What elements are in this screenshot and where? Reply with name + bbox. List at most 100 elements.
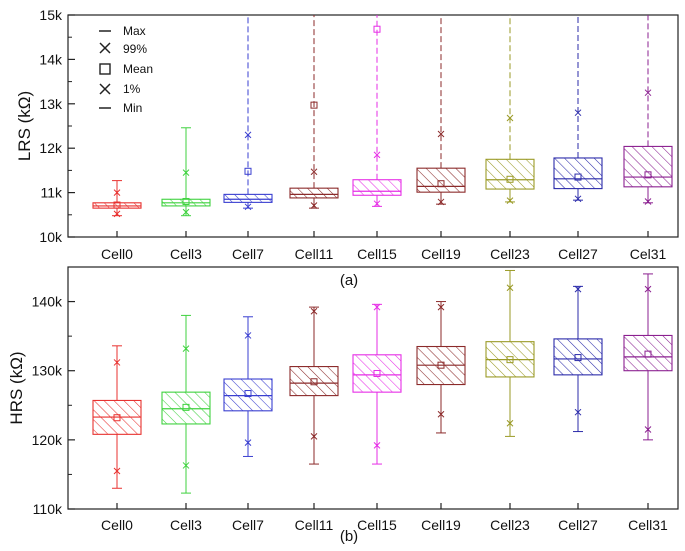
box-cell19 (416, 15, 466, 206)
mean-marker (506, 356, 514, 364)
y-tick-label: 140k (32, 294, 63, 310)
p99-marker (506, 114, 514, 122)
x-tick-label: Cell23 (490, 517, 530, 533)
x-tick-label: Cel31 (630, 246, 667, 262)
mean-marker (574, 173, 582, 181)
x-tick-label: Cell15 (357, 517, 397, 533)
p99-marker (113, 359, 121, 366)
box-body (485, 158, 535, 190)
box-body (623, 334, 673, 372)
y-tick-label: 110k (33, 501, 63, 517)
mean-marker (644, 350, 652, 358)
p1-marker (574, 408, 582, 416)
legend: Max 99% Mean 1% Min (99, 24, 153, 115)
box-cell31 (623, 273, 673, 441)
y-axis-title-b: HRS (kΩ) (7, 351, 26, 424)
marks-b (92, 269, 673, 494)
box-body (223, 378, 273, 412)
p99-marker (373, 151, 381, 159)
p1-marker (506, 197, 514, 204)
mean-marker (244, 167, 252, 175)
x-tick-label: Cell7 (232, 246, 264, 262)
mean-marker (644, 171, 652, 179)
p1-marker (373, 442, 381, 449)
x-tick-label: Cell27 (558, 246, 598, 262)
y-tick-label: 120k (32, 432, 63, 448)
marks-a (92, 15, 673, 218)
box-cell23 (485, 269, 535, 437)
box-body (352, 354, 402, 393)
p1-marker (644, 198, 652, 205)
mean-marker (244, 390, 252, 398)
mean-marker (182, 403, 190, 411)
panel-label-b: (b) (340, 528, 358, 545)
x-tick-label: Cell0 (101, 246, 133, 262)
x-tick-label: Cell0 (101, 517, 133, 533)
box-cell3 (161, 314, 211, 494)
box-cell27 (553, 285, 603, 433)
box-cel31 (623, 15, 673, 205)
mean-marker (310, 101, 318, 109)
y-tick-label: 11k (40, 185, 63, 201)
box-body (553, 157, 603, 190)
x-tick-label: Cell11 (295, 246, 334, 262)
p99-marker (437, 130, 445, 138)
x-ticks-b: Cell0 Cell3 Cell7 Cell11 Cell15 Cell19 Cell23 C… (101, 503, 668, 533)
p1-marker (113, 467, 121, 475)
x-tick-label: Cell19 (421, 517, 461, 533)
mean-marker (574, 354, 582, 362)
x-tick-label: Cell3 (170, 246, 202, 262)
p99-marker (182, 169, 190, 176)
legend-p1-label: 1% (123, 82, 141, 96)
p99-marker (113, 189, 121, 196)
box-body (223, 193, 273, 203)
p99-marker (644, 285, 652, 293)
box-cell15 (352, 15, 402, 208)
y-tick-label: 10k (39, 229, 63, 245)
box-cell7 (223, 15, 273, 211)
p99-marker (574, 109, 582, 117)
mean-marker (113, 201, 121, 209)
mean-marker (373, 25, 381, 33)
mean-marker (506, 175, 514, 183)
box-body (289, 187, 339, 199)
x-tick-label: Cell27 (558, 517, 598, 533)
p99-marker (182, 345, 190, 352)
x-tick-label: Cell23 (490, 246, 530, 262)
p1-marker (506, 419, 514, 427)
p99-marker (644, 89, 652, 97)
y-tick-label: 12k (39, 140, 63, 156)
p1-marker (244, 203, 252, 211)
p99-marker (310, 168, 318, 176)
box-cell11 (289, 15, 339, 209)
legend-mean-label: Mean (123, 62, 153, 76)
box-cell27 (553, 15, 603, 203)
box-cell15 (352, 303, 402, 465)
box-body (289, 366, 339, 397)
p1-marker (437, 410, 445, 418)
x-tick-label: Cell15 (357, 246, 397, 262)
x-tick-label: Cell19 (421, 246, 461, 262)
plot-frame-b (67, 266, 679, 510)
legend-p99-symbol (99, 42, 111, 54)
legend-mean-symbol (99, 63, 111, 75)
p99-marker (506, 284, 514, 292)
y-tick-label: 15k (39, 7, 63, 23)
x-ticks-a: Cell0 Cell3 Cell7 Cell11 Cell15 Cell19 Cell23 C… (101, 231, 666, 262)
box-cell0 (92, 180, 142, 218)
box-body (623, 145, 673, 188)
p1-marker (310, 433, 318, 440)
p1-marker (244, 439, 252, 446)
x-tick-label: Cell7 (232, 517, 264, 533)
y-ticks-a: 10k 11k 12k 13k 14k 15k (39, 7, 75, 245)
y-tick-label: 14k (39, 51, 63, 67)
legend-p99-label: 99% (123, 42, 147, 56)
y-axis-title-a: LRS (kΩ) (15, 91, 34, 161)
box-body (553, 338, 603, 376)
y-tick-label: 130k (32, 363, 63, 379)
p1-marker (373, 200, 381, 208)
p1-marker (182, 208, 190, 216)
box-cell3 (161, 127, 211, 217)
